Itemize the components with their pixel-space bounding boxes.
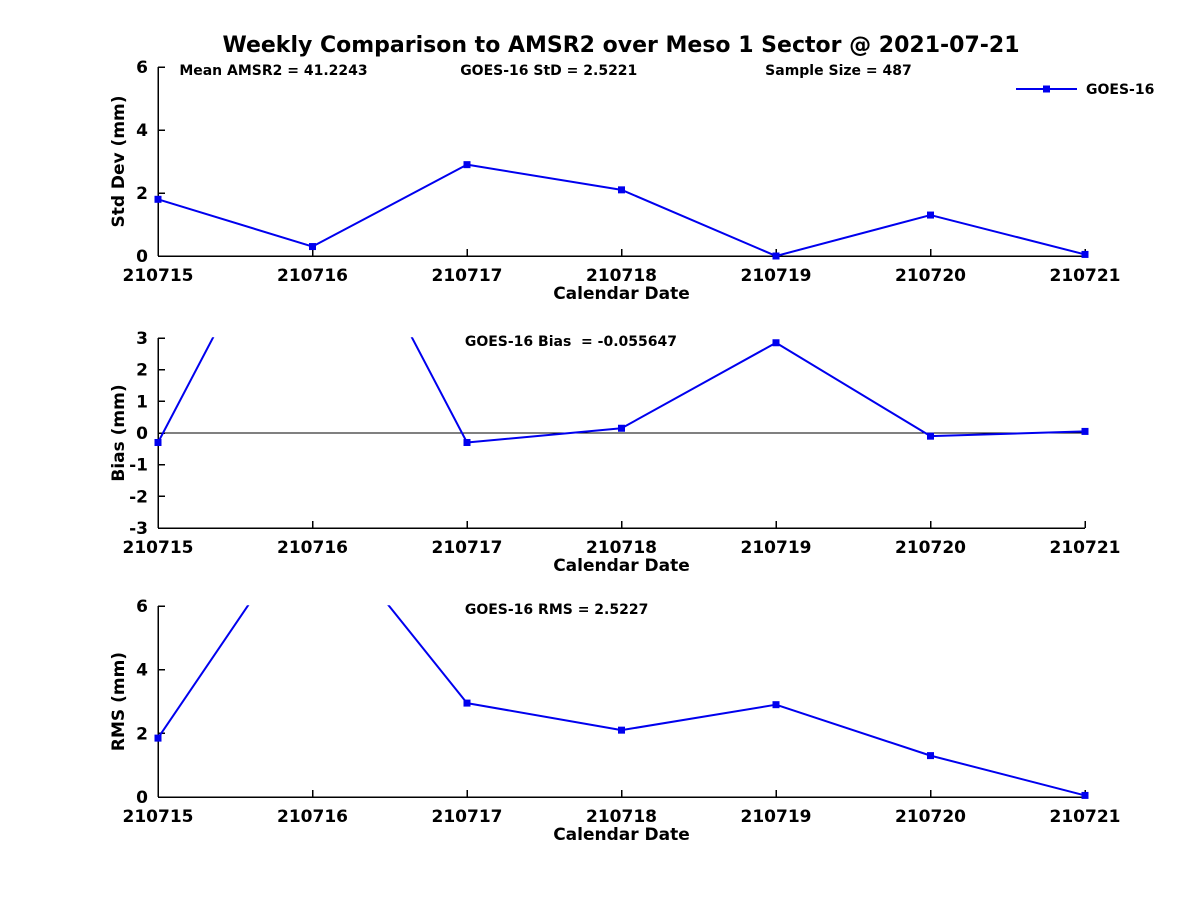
y-tick-label: 6 (136, 58, 148, 78)
y-tick-label: 0 (136, 247, 148, 267)
bias-annotation: GOES-16 Bias = -0.055647 (465, 334, 677, 350)
x-tick-label: 210715 (123, 266, 194, 286)
std-dev-marker (463, 161, 471, 169)
x-tick-label: 210717 (432, 266, 503, 286)
rms-subplot: 0 2 4 6 210715 210716 210717 210718 210719 210720… (109, 597, 1121, 845)
y-tick-label: -3 (129, 519, 148, 539)
x-tick-label: 210719 (741, 807, 812, 827)
x-tick-label: 210719 (741, 266, 812, 286)
rms-marker (1081, 791, 1089, 799)
std-dev-annotation: GOES-16 StD = 2.5221 (460, 63, 637, 79)
rms-marker (772, 701, 780, 709)
std-dev-annotation: Mean AMSR2 = 41.2243 (179, 63, 367, 79)
rms-ylabel: RMS (mm) (109, 652, 129, 751)
y-tick-label: 0 (136, 424, 148, 444)
y-tick-label: 1 (136, 392, 148, 412)
bias-ylabel: Bias (mm) (109, 384, 129, 481)
x-tick-label: 210715 (123, 807, 194, 827)
bias-xlabel: Calendar Date (553, 556, 690, 576)
bias-marker (927, 432, 934, 440)
std-dev-xlabel: Calendar Date (553, 284, 690, 304)
std-dev-annotation: Sample Size = 487 (765, 63, 912, 79)
figure-title: Weekly Comparison to AMSR2 over Meso 1 S… (222, 33, 1020, 58)
x-tick-label: 210721 (1050, 266, 1121, 286)
rms-marker (463, 699, 471, 707)
y-tick-label: 4 (136, 121, 148, 141)
rms-marker (618, 726, 625, 734)
std-dev-marker (927, 211, 934, 219)
x-tick-label: 210719 (741, 538, 812, 558)
bias-marker (463, 439, 471, 446)
legend-label: GOES-16 (1086, 82, 1154, 98)
x-tick-label: 210718 (586, 266, 657, 286)
x-tick-label: 210718 (586, 807, 657, 827)
std-dev-marker (1081, 250, 1089, 258)
x-tick-label: 210717 (432, 538, 503, 558)
rms-marker (927, 752, 934, 760)
x-tick-label: 210720 (895, 266, 966, 286)
legend-marker (1043, 85, 1050, 93)
std-dev-subplot: 0 2 4 6 210715 210716 210717 210718 210719 210720… (109, 58, 1154, 304)
y-tick-label: 3 (136, 329, 148, 349)
y-tick-label: 2 (136, 361, 148, 381)
bias-marker (1081, 427, 1089, 435)
x-tick-label: 210718 (586, 538, 657, 558)
std-dev-marker (309, 243, 316, 251)
y-tick-label: 2 (136, 724, 148, 744)
bias-marker (618, 424, 625, 432)
std-dev-ylabel: Std Dev (mm) (109, 95, 129, 227)
std-dev-marker (772, 252, 780, 260)
std-dev-marker (618, 186, 625, 194)
rms-annotation: GOES-16 RMS = 2.5227 (465, 602, 649, 618)
y-tick-label: 4 (136, 661, 148, 681)
x-tick-label: 210716 (277, 266, 348, 286)
y-tick-label: -2 (129, 487, 148, 507)
bias-subplot: -3 -2 -1 0 1 2 3 210715 210716 210717 210718 210719… (109, 329, 1121, 576)
x-tick-label: 210720 (895, 538, 966, 558)
x-tick-label: 210716 (277, 538, 348, 558)
bias-marker (154, 439, 162, 446)
x-tick-label: 210715 (123, 538, 194, 558)
x-tick-label: 210720 (895, 807, 966, 827)
x-tick-label: 210721 (1050, 807, 1121, 827)
legend: GOES-16 (1016, 82, 1154, 98)
x-tick-label: 210721 (1050, 538, 1121, 558)
y-tick-label: -1 (129, 456, 148, 476)
rms-marker (154, 734, 162, 742)
x-tick-label: 210717 (432, 807, 503, 827)
std-dev-line (157, 163, 1086, 257)
std-dev-marker (154, 195, 162, 203)
bias-marker (772, 339, 780, 347)
y-tick-label: 2 (136, 184, 148, 204)
rms-xlabel: Calendar Date (553, 825, 690, 845)
y-tick-label: 0 (136, 788, 148, 808)
x-tick-label: 210716 (277, 807, 348, 827)
y-tick-label: 6 (136, 597, 148, 617)
